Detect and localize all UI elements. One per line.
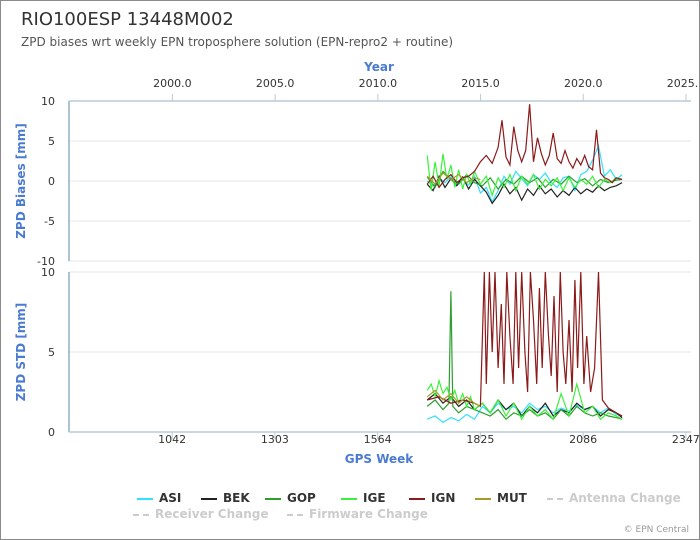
bottom-axis-title: GPS Week [345,452,415,466]
series-line-ige [426,153,623,198]
legend-label: ASI [159,491,182,505]
y-tick-label: -5 [44,215,55,228]
legend-label: Receiver Change [155,507,269,521]
series-line-ign [427,271,623,417]
bottom-tick-label: 1825 [466,433,494,446]
legend-label: BEK [223,491,250,505]
series-line-bek [426,174,623,205]
legend-swatch [341,497,357,500]
bottom-tick-label: 2086 [569,433,597,446]
legend-label: IGE [363,491,386,505]
y-axis-title: ZPD Biases [mm] [14,123,28,239]
series-line-gop [426,170,623,190]
legend-swatch [133,513,149,516]
legend-label: Antenna Change [569,491,681,505]
legend-label: MUT [497,491,527,505]
series-line-ign [426,104,623,189]
legend-item-ign[interactable]: IGN [409,491,455,505]
y-tick-label: 5 [48,135,55,148]
y-tick-label: 5 [48,346,55,359]
legend-swatch [287,513,303,516]
legend-swatch [137,497,153,500]
top-axis-title: Year [363,60,394,74]
bottom-tick-label: 1042 [158,433,186,446]
chart-subtitle: ZPD biases wrt weekly EPN troposphere so… [21,35,454,49]
legend-item-mut[interactable]: MUT [475,491,527,505]
legend-label: IGN [431,491,456,505]
series-line-ige [426,378,623,421]
bottom-tick-label: 1564 [364,433,392,446]
legend-swatch [475,497,491,500]
y-tick-label: 0 [48,426,55,439]
legend-item-gop[interactable]: GOP [265,491,316,505]
legend-swatch [409,497,425,500]
legend-swatch [201,497,217,500]
bottom-tick-label: 2347 [672,433,699,446]
legend-item-antenna-change[interactable]: Antenna Change [547,491,681,505]
legend-swatch [265,497,281,500]
y-tick-label: 0 [48,175,55,188]
legend-label: Firmware Change [309,507,428,521]
y-axis-title: ZPD STD [mm] [14,303,28,402]
y-tick-label: 10 [41,95,55,108]
top-tick-label: 2025.0 [667,77,699,90]
legend-item-asi[interactable]: ASI [137,491,181,505]
legend-swatch [547,497,563,500]
legend-item-receiver-change[interactable]: Receiver Change [133,507,269,521]
top-tick-label: 2015.0 [461,77,500,90]
top-tick-label: 2005.0 [256,77,295,90]
series-line-mut [426,389,481,407]
legend-item-bek[interactable]: BEK [201,491,250,505]
credits[interactable]: © EPN Central [623,525,689,535]
bottom-tick-label: 1303 [261,433,289,446]
y-tick-label: -10 [37,255,55,268]
legend-item-firmware-change[interactable]: Firmware Change [287,507,428,521]
legend-label: GOP [287,491,316,505]
chart-title: RIO100ESP 13448M002 [21,9,234,30]
y-tick-label: 10 [41,266,55,279]
top-tick-label: 2010.0 [359,77,398,90]
series-line-gop [426,291,623,421]
top-tick-label: 2000.0 [153,77,192,90]
series-line-mut [426,172,481,186]
top-tick-label: 2020.0 [564,77,603,90]
legend-item-ige[interactable]: IGE [341,491,386,505]
